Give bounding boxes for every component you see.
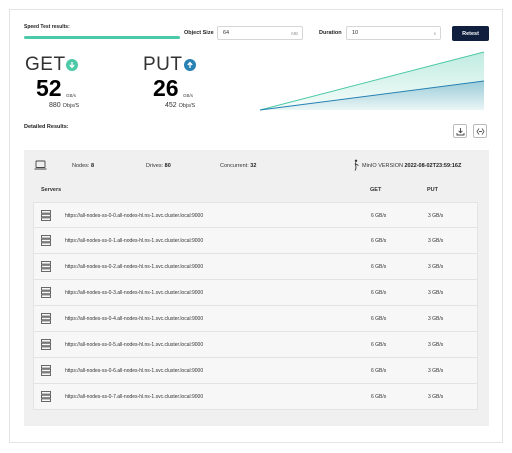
server-get: 6 GB/s <box>371 341 387 348</box>
server-url: https://all-nodes-ss-0-2.all-nodes-hl.ns… <box>65 263 204 270</box>
retest-button[interactable]: Retest <box>452 26 489 41</box>
server-get: 6 GB/s <box>371 263 387 270</box>
server-url: https://all-nodes-ss-0-7.all-nodes-hl.ns… <box>65 393 204 400</box>
speed-test-label: Speed Test results: <box>24 24 70 30</box>
nodes-value: 8 <box>90 163 95 169</box>
duration-label: Duration <box>319 30 342 36</box>
server-url: https://all-nodes-ss-0-0.all-nodes-hl.ns… <box>65 212 204 219</box>
duration-input[interactable]: 10 s <box>346 26 441 40</box>
server-icon <box>41 235 51 246</box>
drives-count: Drives: 80 <box>146 163 171 169</box>
get-objs-unit: Objs/S <box>62 103 80 109</box>
server-url: https://all-nodes-ss-0-4.all-nodes-hl.ns… <box>65 315 204 322</box>
server-get: 6 GB/s <box>371 315 387 322</box>
cluster-summary: Nodes: 8 Drives: 80 Concurrent: 32 MinIO… <box>24 159 489 173</box>
put-unit: GB/s <box>183 93 194 98</box>
server-url: https://all-nodes-ss-0-5.all-nodes-hl.ns… <box>65 341 204 348</box>
get-column-header: GET <box>370 187 382 193</box>
table-row: https://all-nodes-ss-0-3.all-nodes-hl.ns… <box>33 280 478 306</box>
put-title: PUT <box>143 54 183 75</box>
server-put: 3 GB/s <box>428 315 444 322</box>
concurrent-count: Concurrent: 32 <box>220 163 256 169</box>
server-icon <box>41 391 51 402</box>
duration-value: 10 <box>352 30 359 36</box>
arrow-up-icon <box>184 59 196 71</box>
server-put: 3 GB/s <box>428 341 444 348</box>
table-row: https://all-nodes-ss-0-1.all-nodes-hl.ns… <box>33 228 478 254</box>
server-get: 6 GB/s <box>371 393 387 400</box>
server-icon <box>41 339 51 350</box>
server-get: 6 GB/s <box>371 212 387 219</box>
table-row: https://all-nodes-ss-0-2.all-nodes-hl.ns… <box>33 254 478 280</box>
table-row: https://all-nodes-ss-0-4.all-nodes-hl.ns… <box>33 306 478 332</box>
get-value: 52 <box>36 75 62 101</box>
drives-value: 80 <box>164 163 171 169</box>
speed-test-progress-bar <box>24 36 180 39</box>
server-put: 3 GB/s <box>428 393 444 400</box>
object-size-value: 64 <box>223 30 230 36</box>
server-icon <box>41 287 51 298</box>
servers-table: https://all-nodes-ss-0-0.all-nodes-hl.ns… <box>33 202 478 410</box>
drives-label: Drives: <box>146 163 164 169</box>
concurrent-label: Concurrent: <box>220 163 249 169</box>
get-title: GET <box>25 54 66 75</box>
table-row: https://all-nodes-ss-0-6.all-nodes-hl.ns… <box>33 358 478 384</box>
collapse-button[interactable] <box>473 124 487 138</box>
put-value: 26 <box>153 75 179 101</box>
table-row: https://all-nodes-ss-0-0.all-nodes-hl.ns… <box>33 202 478 228</box>
server-url: https://all-nodes-ss-0-1.all-nodes-hl.ns… <box>65 237 204 244</box>
server-url: https://all-nodes-ss-0-3.all-nodes-hl.ns… <box>65 289 204 296</box>
minio-logo-icon <box>354 159 359 171</box>
put-objs-unit: Objs/S <box>178 103 196 109</box>
server-put: 3 GB/s <box>428 237 444 244</box>
get-objs: 880 Objs/S <box>49 102 79 109</box>
throughput-chart <box>259 51 485 111</box>
get-unit: GB/s <box>66 93 77 98</box>
server-url: https://all-nodes-ss-0-6.all-nodes-hl.ns… <box>65 367 204 374</box>
duration-unit: s <box>433 30 436 36</box>
server-icon <box>41 365 51 376</box>
arrow-down-icon <box>66 59 78 71</box>
download-button[interactable] <box>453 124 467 138</box>
minio-version: MinIO VERSION 2022-08-02T23:59:16Z <box>362 163 461 169</box>
detailed-results-label: Detailed Results: <box>24 124 69 130</box>
server-get: 6 GB/s <box>371 367 387 374</box>
concurrent-value: 32 <box>250 163 257 169</box>
server-put: 3 GB/s <box>428 289 444 296</box>
servers-column-header: Servers <box>41 187 62 193</box>
nodes-label: Nodes: <box>72 163 90 169</box>
server-get: 6 GB/s <box>371 237 387 244</box>
detailed-results-panel: Nodes: 8 Drives: 80 Concurrent: 32 MinIO… <box>24 150 489 426</box>
get-objs-value: 880 <box>49 102 61 109</box>
object-size-label: Object Size <box>184 30 214 36</box>
laptop-icon <box>34 160 47 170</box>
object-size-input[interactable]: 64 MB <box>217 26 303 40</box>
server-get: 6 GB/s <box>371 289 387 296</box>
server-put: 3 GB/s <box>428 212 444 219</box>
object-size-unit: MB <box>291 30 298 36</box>
minio-version-label: MinIO VERSION <box>362 163 403 169</box>
table-row: https://all-nodes-ss-0-7.all-nodes-hl.ns… <box>33 384 478 410</box>
server-icon <box>41 210 51 221</box>
download-icon <box>456 127 464 135</box>
put-objs-value: 452 <box>165 102 177 109</box>
collapse-icon <box>475 127 485 135</box>
server-icon <box>41 261 51 272</box>
put-line <box>259 80 485 111</box>
nodes-count: Nodes: 8 <box>72 163 94 169</box>
minio-version-value: 2022-08-02T23:59:16Z <box>404 163 462 169</box>
get-line <box>259 51 485 111</box>
put-column-header: PUT <box>427 187 438 193</box>
table-row: https://all-nodes-ss-0-5.all-nodes-hl.ns… <box>33 332 478 358</box>
put-objs: 452 Objs/S <box>165 102 195 109</box>
server-put: 3 GB/s <box>428 367 444 374</box>
server-icon <box>41 313 51 324</box>
speed-test-progress-fill <box>24 36 180 39</box>
server-put: 3 GB/s <box>428 263 444 270</box>
